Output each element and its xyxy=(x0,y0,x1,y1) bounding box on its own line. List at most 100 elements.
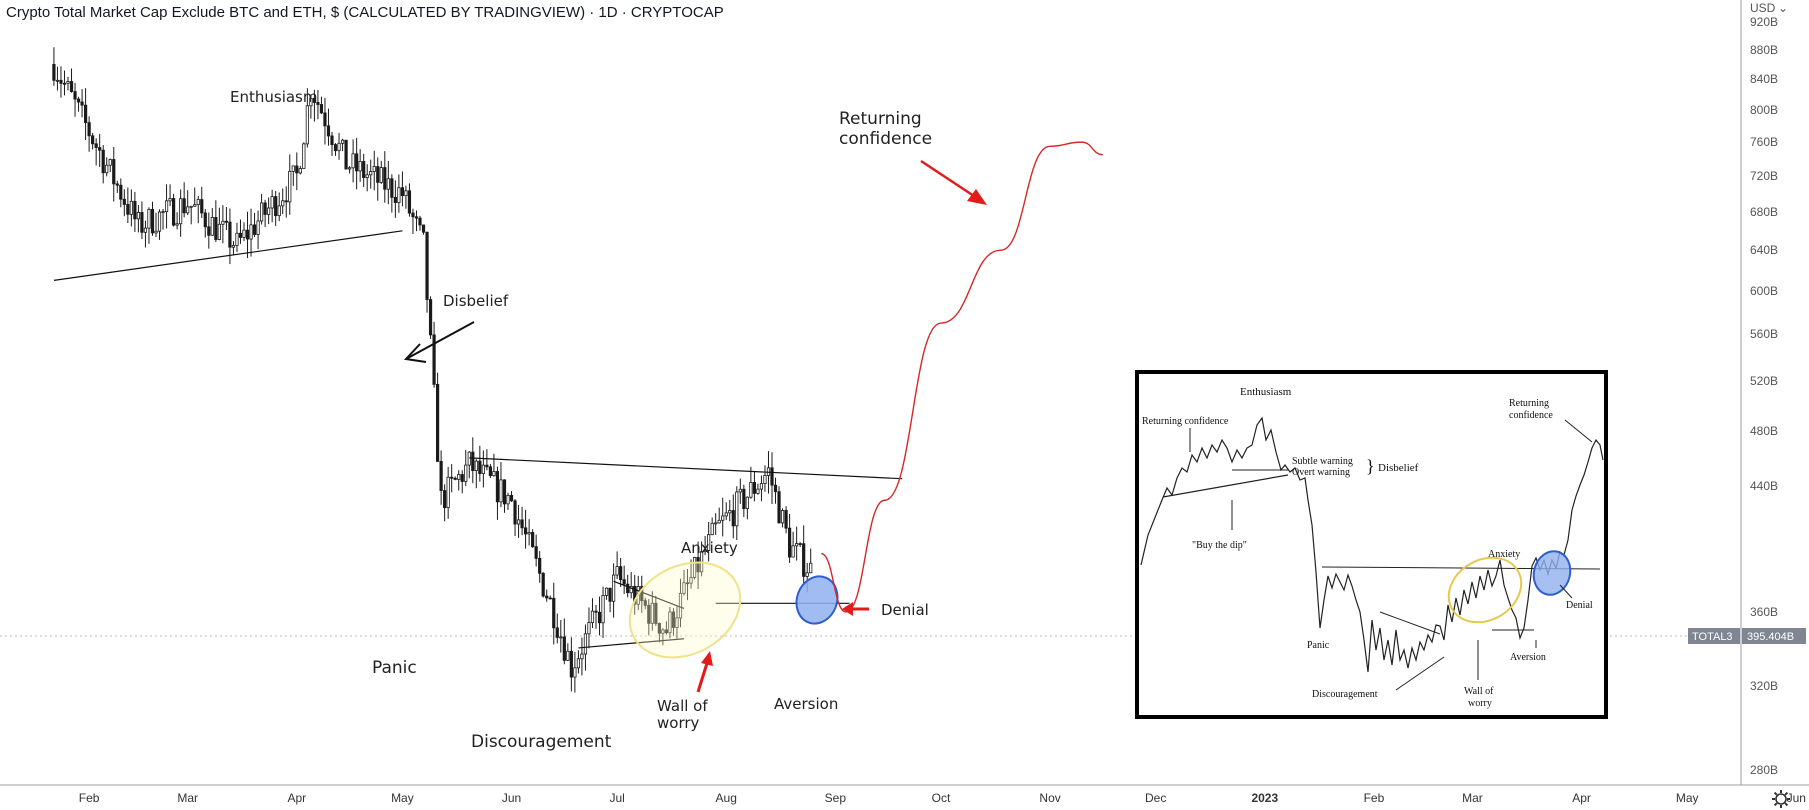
inset-label-wall-1: Wall of xyxy=(1464,686,1494,697)
candle-body xyxy=(150,208,155,234)
candle-body xyxy=(196,199,200,206)
chevron-down-icon[interactable]: ⌄ xyxy=(1778,1,1788,15)
y-tick-label: 360B xyxy=(1750,605,1778,619)
candle-body xyxy=(295,165,299,174)
candle-body xyxy=(731,510,735,527)
candle-body xyxy=(671,611,676,628)
candle-body xyxy=(795,543,799,547)
candle-body xyxy=(745,496,749,509)
candle-body xyxy=(411,212,415,218)
candle-body xyxy=(460,474,464,482)
candle-body xyxy=(608,587,612,602)
x-tick-label: Apr xyxy=(287,791,306,805)
inset-label-aversion: Aversion xyxy=(1510,652,1546,663)
currency-label[interactable]: USD xyxy=(1750,1,1776,15)
candle-body xyxy=(362,161,366,178)
candle-body xyxy=(717,519,721,524)
candle-body xyxy=(548,597,552,600)
candle-body xyxy=(59,79,63,84)
candle-body xyxy=(805,572,809,577)
y-tick-label: 480B xyxy=(1750,424,1778,438)
candle-body xyxy=(432,334,436,385)
y-tick-label: 440B xyxy=(1750,479,1778,493)
candle-body xyxy=(467,451,471,466)
candle-body xyxy=(154,230,158,234)
label-wall-of-worry-1: Wall of xyxy=(657,697,708,715)
candle-body xyxy=(267,207,271,215)
candle-body xyxy=(710,522,714,536)
candle-body xyxy=(179,198,183,225)
trendline xyxy=(613,580,685,610)
candle-body xyxy=(87,122,91,137)
candle-body xyxy=(372,166,376,172)
settings-gear-icon[interactable] xyxy=(1772,790,1790,808)
candle-body xyxy=(735,491,739,527)
y-tick-label: 720B xyxy=(1750,169,1778,183)
candle-body xyxy=(355,153,359,172)
candle-body xyxy=(516,519,521,525)
x-tick-label: May xyxy=(391,791,414,805)
candle-body xyxy=(573,667,577,678)
y-tick-label: 760B xyxy=(1750,135,1778,149)
candle-body xyxy=(161,211,165,213)
candles xyxy=(52,47,813,693)
candle-body xyxy=(759,483,764,490)
candle-body xyxy=(66,81,70,84)
y-tick-label: 520B xyxy=(1750,374,1778,388)
candle-body xyxy=(428,299,433,336)
candle-body xyxy=(485,464,489,468)
candle-body xyxy=(756,488,760,494)
candle-body xyxy=(749,482,753,498)
inset-label-returning-left: Returning confidence xyxy=(1142,416,1229,427)
candle-body xyxy=(802,543,806,577)
candle-body xyxy=(798,543,802,545)
x-tick-label: Mar xyxy=(177,791,198,805)
inset-label-denial: Denial xyxy=(1566,600,1593,611)
candle-body xyxy=(147,208,151,229)
candle-body xyxy=(471,451,475,472)
candle-body xyxy=(527,532,531,535)
wall-of-worry-arrow xyxy=(696,651,713,693)
candle-body xyxy=(809,562,813,574)
candle-body xyxy=(773,484,778,493)
candle-body xyxy=(386,178,390,190)
candle-body xyxy=(91,135,95,145)
candle-body xyxy=(576,658,581,669)
x-tick-label: 2023 xyxy=(1251,791,1278,805)
y-tick-label: 920B xyxy=(1750,15,1778,29)
candle-body xyxy=(340,139,345,144)
candle-body xyxy=(495,471,500,503)
x-tick-label: Dec xyxy=(1145,791,1166,805)
candle-body xyxy=(457,474,461,480)
candle-body xyxy=(435,383,440,462)
candle-body xyxy=(524,527,528,535)
inset-label-anxiety: Anxiety xyxy=(1488,549,1520,560)
projection-line xyxy=(821,141,1103,613)
candle-body xyxy=(245,229,250,240)
x-tick-label: Jun xyxy=(1787,791,1806,805)
inset-label-returning-r1: Returning xyxy=(1509,398,1549,409)
candle-body xyxy=(193,204,197,207)
inset-label-overt: Overt warning xyxy=(1292,467,1350,478)
candle-body xyxy=(541,572,545,597)
candle-body xyxy=(580,653,584,660)
returning-confidence-arrow xyxy=(920,159,987,205)
candle-body xyxy=(115,183,119,186)
candle-body xyxy=(520,519,524,529)
x-tick-label: Apr xyxy=(1572,791,1591,805)
candle-body xyxy=(214,217,218,240)
candle-body xyxy=(513,500,517,525)
candle-body xyxy=(203,212,207,228)
candle-body xyxy=(545,595,549,599)
candle-body xyxy=(619,566,623,581)
candle-body xyxy=(393,196,397,203)
x-axis-ticks: Feb Mar Apr May Jun Jul Aug Sep Oct Nov Dec 2023 Feb… xyxy=(79,791,1806,805)
candle-body xyxy=(464,464,468,482)
label-aversion: Aversion xyxy=(774,695,838,713)
candle-body xyxy=(538,557,542,574)
candle-body xyxy=(157,211,162,232)
y-axis-ticks: 280B 320B 360B 440B 480B 520B 560B 600B 640B 680B… xyxy=(1750,15,1778,777)
candle-body xyxy=(714,522,718,525)
x-tick-label: May xyxy=(1676,791,1699,805)
